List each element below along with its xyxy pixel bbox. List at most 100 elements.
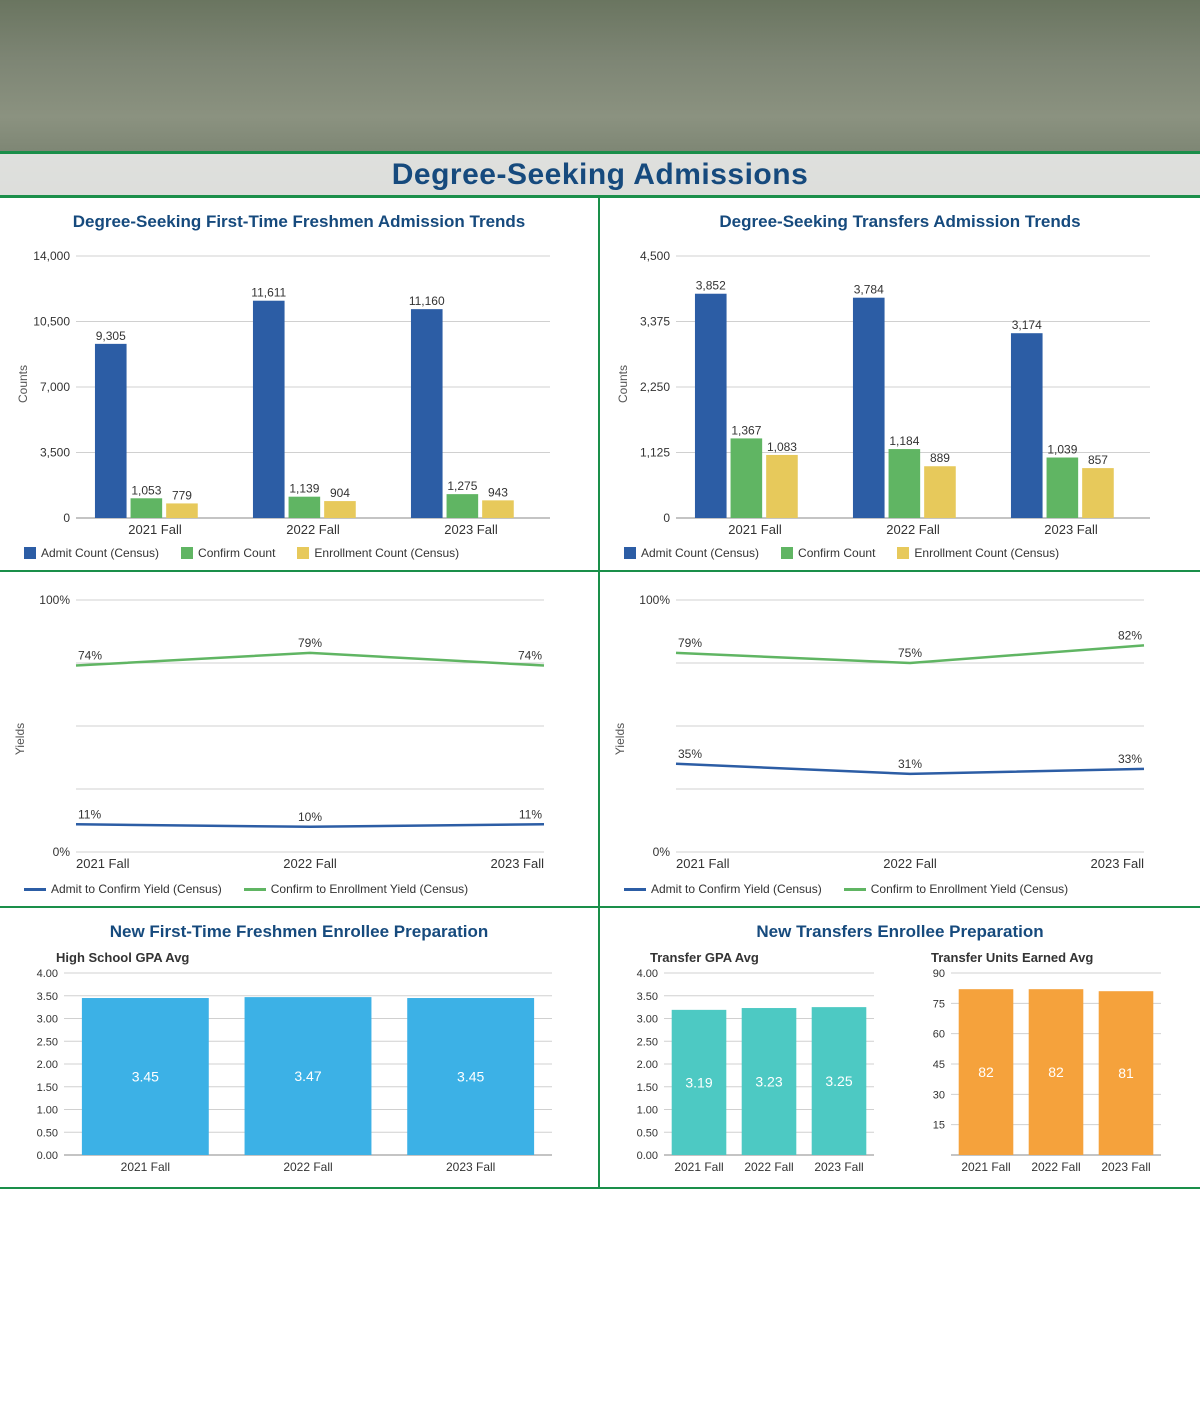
- svg-text:1.50: 1.50: [37, 1082, 58, 1094]
- svg-text:0.00: 0.00: [637, 1150, 658, 1162]
- legend-admit-2: Admit Count (Census): [624, 546, 759, 560]
- svg-text:779: 779: [172, 488, 192, 502]
- svg-text:2022 Fall: 2022 Fall: [744, 1160, 793, 1174]
- svg-text:3.47: 3.47: [294, 1068, 321, 1084]
- transfers-yields-chart: 0%100%79%75%82%35%31%33%2021 Fall2022 Fa…: [620, 586, 1160, 876]
- transfers-bars-chart: 01,1252,2503,3754,5003,8521,3671,0832021…: [620, 240, 1160, 540]
- svg-text:0: 0: [63, 511, 70, 525]
- svg-text:2023 Fall: 2023 Fall: [491, 856, 545, 871]
- svg-text:75%: 75%: [898, 646, 922, 660]
- svg-text:1,053: 1,053: [131, 483, 161, 497]
- svg-text:74%: 74%: [518, 649, 542, 663]
- svg-text:81: 81: [1118, 1065, 1134, 1081]
- svg-text:7,000: 7,000: [40, 380, 70, 394]
- transfers-yields-ylabel: Yields: [613, 723, 627, 755]
- svg-text:2023 Fall: 2023 Fall: [814, 1160, 863, 1174]
- svg-text:10%: 10%: [298, 810, 322, 824]
- svg-text:2.50: 2.50: [637, 1036, 658, 1048]
- transfers-bars-panel: Degree-Seeking Transfers Admission Trend…: [600, 198, 1200, 572]
- svg-text:75: 75: [933, 998, 945, 1010]
- freshmen-prep-chart: 0.000.501.001.502.002.503.003.504.003.45…: [20, 967, 560, 1177]
- svg-text:2023 Fall: 2023 Fall: [444, 522, 498, 537]
- svg-text:1.50: 1.50: [637, 1082, 658, 1094]
- svg-text:904: 904: [330, 486, 350, 500]
- svg-text:79%: 79%: [298, 636, 322, 650]
- svg-text:3.19: 3.19: [685, 1074, 712, 1090]
- svg-text:3.45: 3.45: [457, 1069, 484, 1085]
- freshmen-bars-title: Degree-Seeking First-Time Freshmen Admis…: [20, 212, 578, 232]
- page-title: Degree-Seeking Admissions: [392, 158, 809, 192]
- svg-text:15: 15: [933, 1120, 945, 1132]
- svg-text:0: 0: [663, 511, 670, 525]
- svg-text:2,250: 2,250: [640, 380, 670, 394]
- svg-text:3.50: 3.50: [637, 991, 658, 1003]
- svg-text:1,125: 1,125: [640, 446, 670, 460]
- svg-text:2021 Fall: 2021 Fall: [128, 522, 182, 537]
- banner: Degree-Seeking Admissions: [0, 0, 1200, 198]
- svg-text:3,375: 3,375: [640, 315, 670, 329]
- svg-text:0%: 0%: [53, 845, 71, 859]
- legend-line-green-2: Confirm to Enrollment Yield (Census): [844, 882, 1068, 896]
- line-legend-1: Admit to Confirm Yield (Census) Confirm …: [20, 882, 578, 896]
- transfers-units-sub: Transfer Units Earned Avg: [907, 950, 1180, 965]
- svg-text:79%: 79%: [678, 636, 702, 650]
- svg-text:1,083: 1,083: [767, 440, 797, 454]
- svg-text:100%: 100%: [639, 593, 670, 607]
- svg-text:90: 90: [933, 968, 945, 980]
- legend-admit: Admit Count (Census): [24, 546, 159, 560]
- svg-text:2023 Fall: 2023 Fall: [1044, 522, 1098, 537]
- freshmen-yields-chart: 0%100%74%79%74%11%10%11%2021 Fall2022 Fa…: [20, 586, 560, 876]
- svg-text:0.50: 0.50: [37, 1127, 58, 1139]
- freshmen-yields-panel: Yields 0%100%74%79%74%11%10%11%2021 Fall…: [0, 572, 600, 908]
- svg-text:1.00: 1.00: [637, 1105, 658, 1117]
- svg-text:3.00: 3.00: [37, 1014, 58, 1026]
- svg-text:2023 Fall: 2023 Fall: [1091, 856, 1145, 871]
- transfers-gpa-chart: 0.000.501.001.502.002.503.003.504.003.19…: [620, 967, 882, 1177]
- svg-text:2022 Fall: 2022 Fall: [883, 856, 937, 871]
- svg-text:9,305: 9,305: [96, 329, 126, 343]
- freshmen-bars-ylabel: Counts: [16, 365, 30, 403]
- svg-text:2022 Fall: 2022 Fall: [1031, 1160, 1080, 1174]
- line-legend-2: Admit to Confirm Yield (Census) Confirm …: [620, 882, 1180, 896]
- legend-line-green-1: Confirm to Enrollment Yield (Census): [244, 882, 468, 896]
- legend-line-blue-2: Admit to Confirm Yield (Census): [624, 882, 822, 896]
- svg-text:2.00: 2.00: [637, 1059, 658, 1071]
- svg-text:2022 Fall: 2022 Fall: [283, 1160, 332, 1174]
- banner-title-bar: Degree-Seeking Admissions: [0, 151, 1200, 195]
- svg-text:2021 Fall: 2021 Fall: [76, 856, 130, 871]
- transfers-bars-ylabel: Counts: [616, 365, 630, 403]
- svg-text:74%: 74%: [78, 649, 102, 663]
- svg-text:33%: 33%: [1118, 752, 1142, 766]
- svg-text:1,139: 1,139: [289, 482, 319, 496]
- svg-text:3,852: 3,852: [696, 279, 726, 293]
- svg-text:100%: 100%: [39, 593, 70, 607]
- legend-line-blue-1: Admit to Confirm Yield (Census): [24, 882, 222, 896]
- svg-text:11%: 11%: [519, 807, 542, 821]
- svg-text:3.45: 3.45: [132, 1069, 159, 1085]
- svg-text:2023 Fall: 2023 Fall: [446, 1160, 495, 1174]
- bar-legend: Admit Count (Census) Confirm Count Enrol…: [20, 546, 578, 560]
- svg-text:3,500: 3,500: [40, 446, 70, 460]
- freshmen-prep-panel: New First-Time Freshmen Enrollee Prepara…: [0, 908, 600, 1189]
- svg-text:2.00: 2.00: [37, 1059, 58, 1071]
- svg-text:3.00: 3.00: [637, 1014, 658, 1026]
- svg-text:3,784: 3,784: [854, 283, 884, 297]
- svg-text:0%: 0%: [653, 845, 671, 859]
- svg-text:857: 857: [1088, 453, 1108, 467]
- bar-legend-2: Admit Count (Census) Confirm Count Enrol…: [620, 546, 1180, 560]
- svg-text:4.00: 4.00: [637, 968, 658, 980]
- svg-text:1,039: 1,039: [1047, 443, 1077, 457]
- freshmen-yields-ylabel: Yields: [13, 723, 27, 755]
- svg-text:60: 60: [933, 1029, 945, 1041]
- transfers-prep-panel: New Transfers Enrollee Preparation Trans…: [600, 908, 1200, 1189]
- transfers-bars-title: Degree-Seeking Transfers Admission Trend…: [620, 212, 1180, 232]
- charts-grid: Degree-Seeking First-Time Freshmen Admis…: [0, 198, 1200, 1189]
- svg-text:889: 889: [930, 451, 950, 465]
- svg-text:1,275: 1,275: [447, 479, 477, 493]
- svg-text:45: 45: [933, 1059, 945, 1071]
- svg-text:3.25: 3.25: [825, 1073, 852, 1089]
- svg-text:2.50: 2.50: [37, 1036, 58, 1048]
- svg-text:30: 30: [933, 1089, 945, 1101]
- svg-text:10,500: 10,500: [33, 315, 70, 329]
- svg-text:2021 Fall: 2021 Fall: [674, 1160, 723, 1174]
